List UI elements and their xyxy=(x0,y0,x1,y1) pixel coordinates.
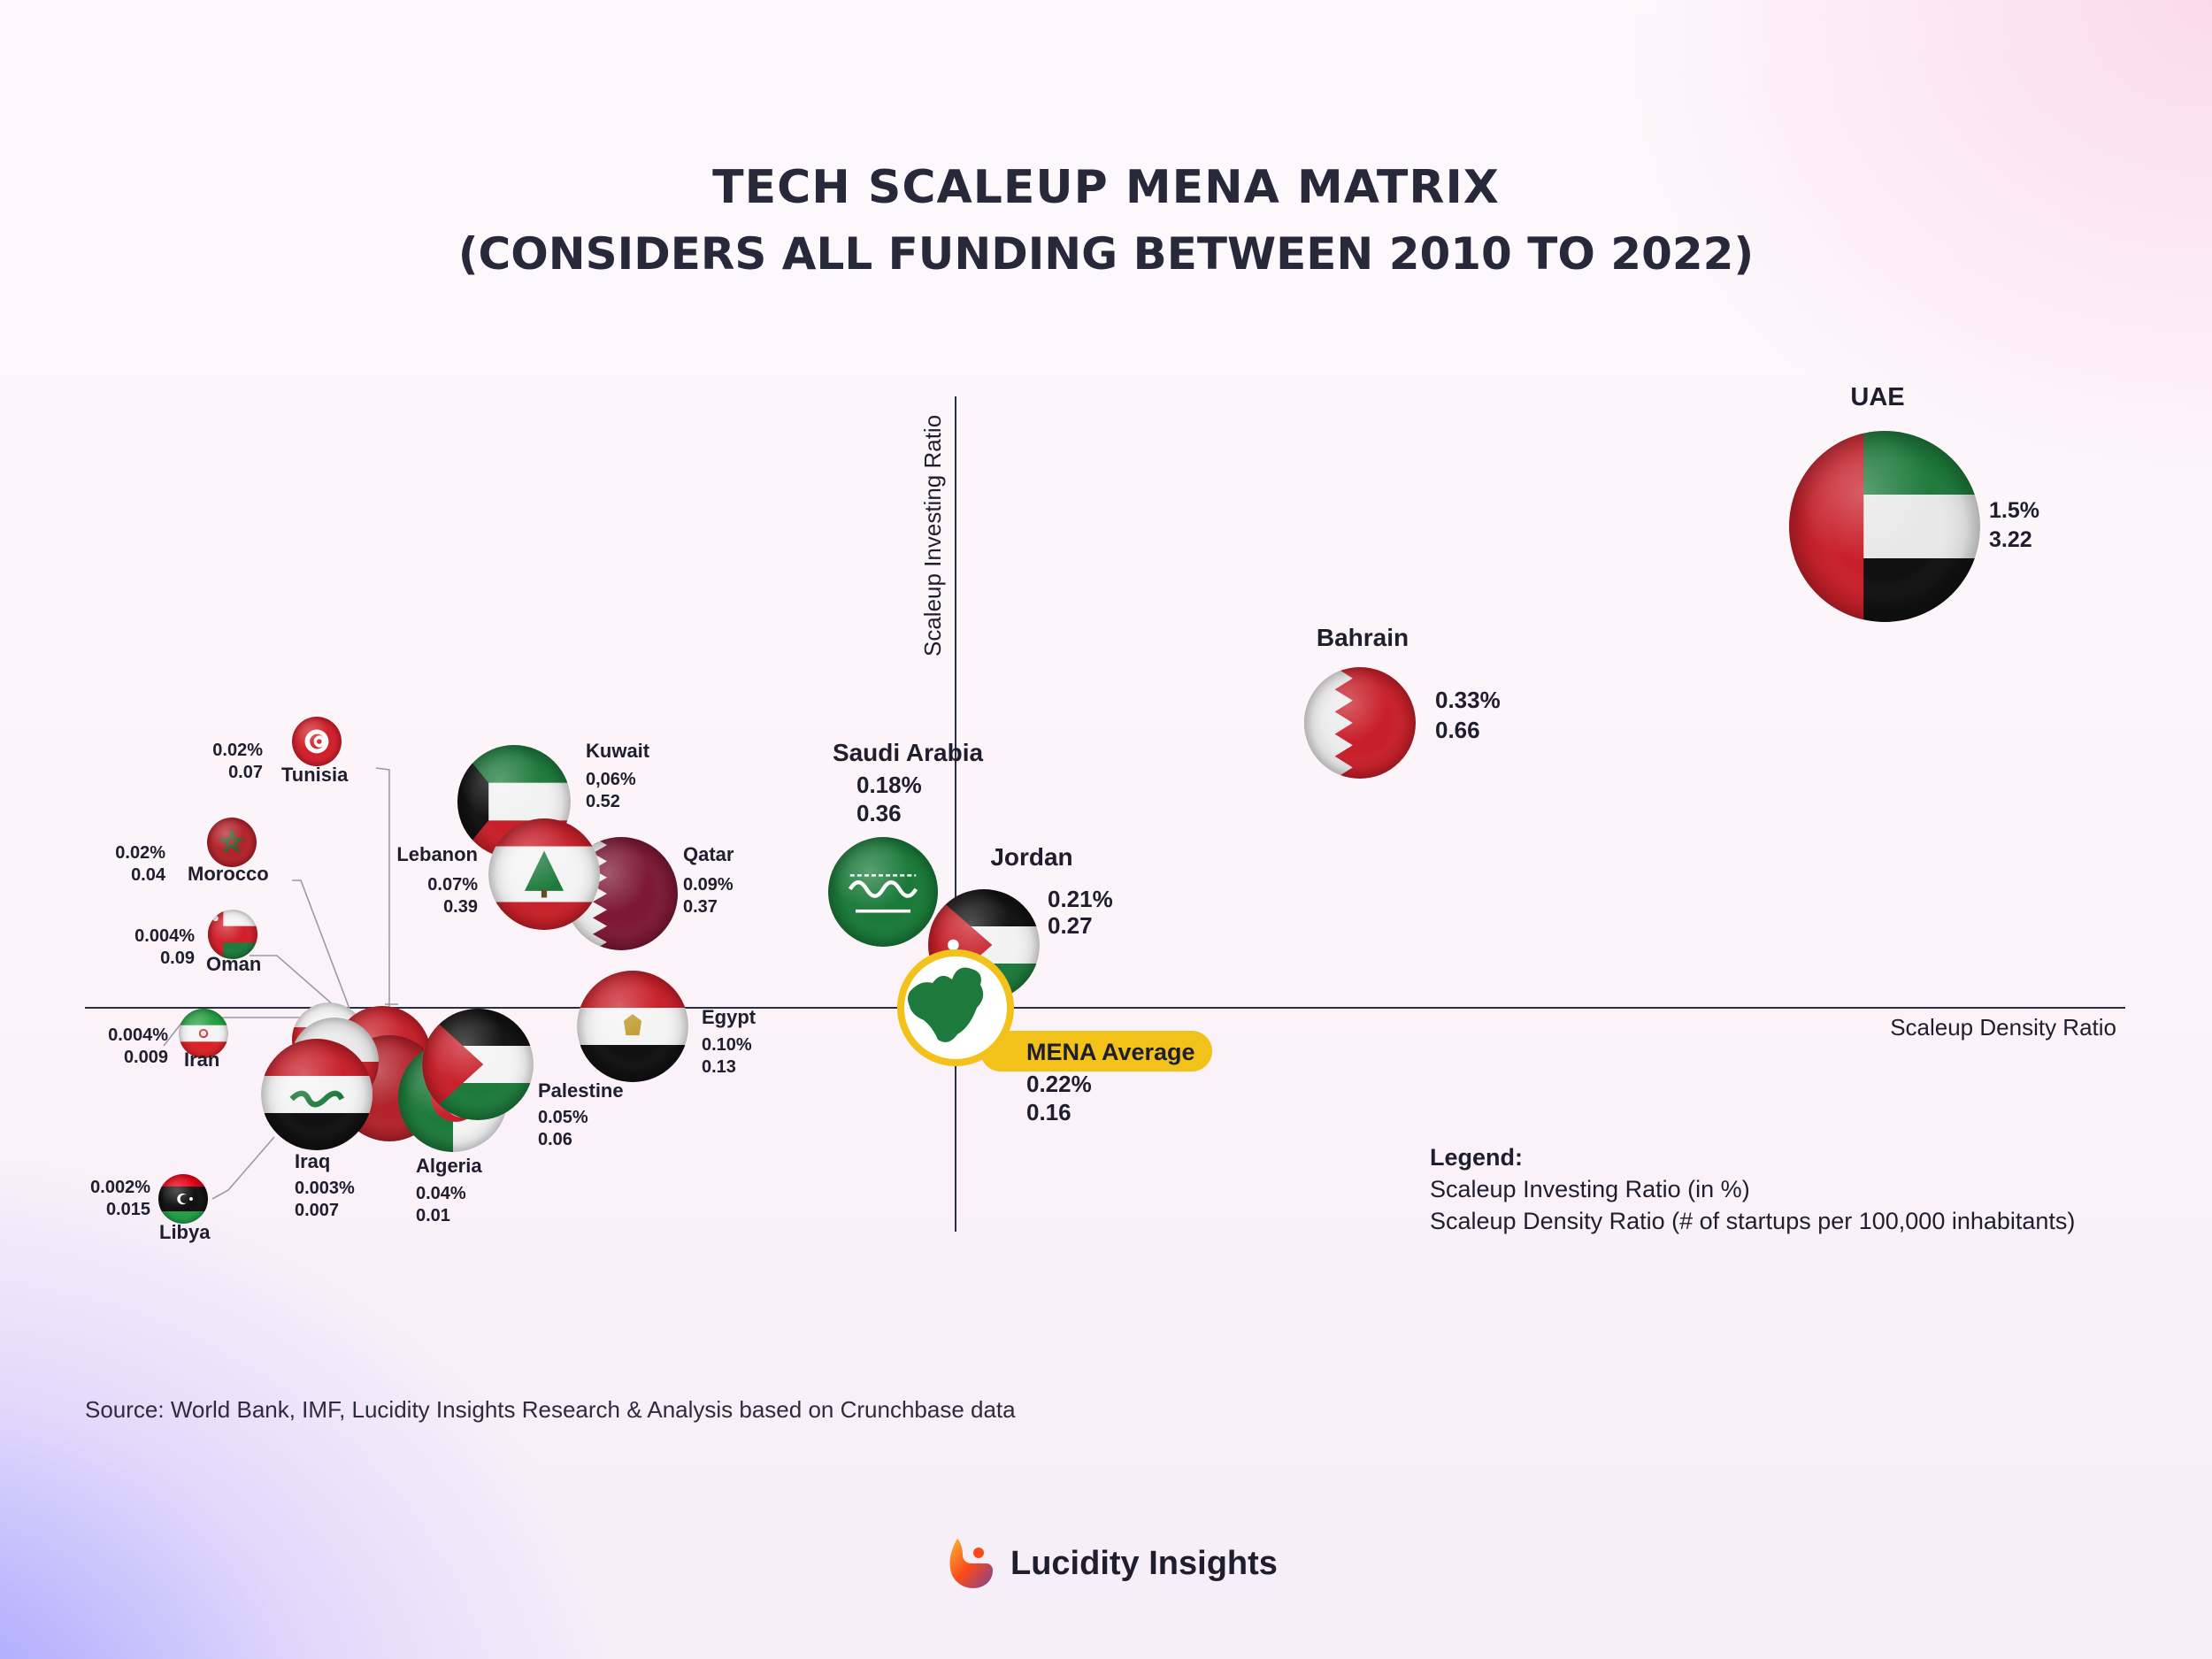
point-investing-libya: 0.002% xyxy=(90,1178,150,1197)
point-density-lebanon: 0.39 xyxy=(443,897,478,917)
point-label-bahrain: Bahrain xyxy=(1317,624,1409,651)
point-investing-palestine: 0.05% xyxy=(538,1108,588,1127)
legend-line-investing: Scaleup Investing Ratio (in %) xyxy=(1430,1176,1750,1202)
chart-subtitle: (CONSIDERS ALL FUNDING BETWEEN 2010 TO 2… xyxy=(457,228,1755,280)
leader-line xyxy=(211,1136,275,1200)
point-marker-iraq xyxy=(261,1039,373,1150)
y-axis-title: Scaleup Investing Ratio xyxy=(919,415,946,657)
point-density-qatar: 0.37 xyxy=(683,897,718,917)
point-density-egypt: 0.13 xyxy=(702,1057,736,1077)
point-investing-iran: 0.004% xyxy=(108,1025,168,1045)
point-marker-palestine xyxy=(422,1009,534,1120)
point-label-oman: Oman xyxy=(206,953,261,975)
point-density-mena-average: 0.16 xyxy=(1026,1099,1071,1125)
leader-line xyxy=(292,879,350,1010)
source-note: Source: World Bank, IMF, Lucidity Insigh… xyxy=(85,1396,1016,1423)
point-label-lebanon: Lebanon xyxy=(396,843,478,865)
point-density-libya: 0.015 xyxy=(106,1200,150,1219)
point-marker-saudi-arabia xyxy=(828,837,938,947)
mena-average-badge xyxy=(980,1031,1212,1071)
brand-name: Lucidity Insights xyxy=(1010,1544,1278,1582)
point-density-kuwait: 0.52 xyxy=(586,792,620,811)
x-axis-title: Scaleup Density Ratio xyxy=(1890,1014,2116,1041)
point-label-qatar: Qatar xyxy=(683,843,734,865)
point-investing-uae: 1.5% xyxy=(1989,498,2039,523)
point-investing-jordan: 0.21% xyxy=(1048,886,1113,912)
point-investing-morocco: 0.02% xyxy=(115,843,165,863)
point-density-jordan: 0.27 xyxy=(1048,912,1093,939)
point-investing-mena-average: 0.22% xyxy=(1026,1071,1092,1097)
point-density-iran: 0.009 xyxy=(124,1048,168,1067)
point-marker-lebanon xyxy=(488,818,600,930)
point-density-bahrain: 0.66 xyxy=(1435,717,1480,743)
point-investing-kuwait: 0,06% xyxy=(586,770,636,789)
legend-line-density: Scaleup Density Ratio (# of startups per… xyxy=(1430,1208,2076,1234)
point-marker-uae xyxy=(1789,431,1980,622)
point-label-libya: Libya xyxy=(159,1221,211,1243)
point-label-morocco: Morocco xyxy=(188,863,269,885)
point-marker-libya xyxy=(158,1174,208,1224)
point-density-tunisia: 0.07 xyxy=(228,763,263,782)
point-investing-algeria: 0.04% xyxy=(416,1184,466,1203)
point-label-jordan: Jordan xyxy=(990,843,1072,871)
point-marker-egypt xyxy=(577,971,688,1082)
point-label-iran: Iran xyxy=(184,1048,219,1071)
point-investing-qatar: 0.09% xyxy=(683,875,733,895)
legend: Legend: Scaleup Investing Ratio (in %) S… xyxy=(1430,1141,2075,1237)
leader-lines xyxy=(163,767,398,1200)
point-label-palestine: Palestine xyxy=(538,1079,624,1102)
point-density-morocco: 0.04 xyxy=(131,865,166,885)
legend-title: Legend: xyxy=(1430,1144,1523,1171)
point-investing-iraq: 0.003% xyxy=(295,1179,355,1198)
point-density-palestine: 0.06 xyxy=(538,1130,572,1149)
mena-map-icon xyxy=(908,967,984,1042)
point-marker-morocco xyxy=(207,818,257,867)
point-marker-bahrain xyxy=(1304,667,1416,779)
point-investing-lebanon: 0.07% xyxy=(427,875,478,895)
point-investing-bahrain: 0.33% xyxy=(1435,687,1501,713)
point-labels: UAE 1.5% 3.22 Bahrain 0.33% 0.66 Saudi Arabia 0… xyxy=(90,383,2039,1243)
point-investing-tunisia: 0.02% xyxy=(212,741,263,760)
point-marker-tunisia xyxy=(292,717,342,766)
flag-markers xyxy=(158,431,1980,1224)
point-label-mena-average: MENA Average xyxy=(1026,1039,1195,1065)
point-investing-egypt: 0.10% xyxy=(702,1035,752,1055)
point-density-saudi-arabia: 0.36 xyxy=(856,800,902,826)
point-marker-iran xyxy=(179,1009,228,1058)
point-label-algeria: Algeria xyxy=(416,1155,482,1177)
point-label-kuwait: Kuwait xyxy=(586,740,650,762)
point-investing-oman: 0.004% xyxy=(134,926,195,946)
point-label-iraq: Iraq xyxy=(295,1150,330,1172)
point-label-tunisia: Tunisia xyxy=(281,764,349,786)
point-density-iraq: 0.007 xyxy=(295,1201,339,1220)
point-label-uae: UAE xyxy=(1850,383,1904,411)
point-label-egypt: Egypt xyxy=(702,1006,757,1028)
chart-title: TECH SCALEUP MENA MATRIX xyxy=(712,161,1500,214)
leader-line xyxy=(375,767,390,1013)
point-density-uae: 3.22 xyxy=(1989,527,2032,552)
point-investing-saudi-arabia: 0.18% xyxy=(856,772,922,798)
lucidity-logo-icon xyxy=(949,1539,993,1588)
brand-logo: Lucidity Insights xyxy=(945,1532,1278,1594)
point-density-algeria: 0.01 xyxy=(416,1206,450,1225)
point-density-oman: 0.09 xyxy=(160,949,195,968)
point-label-saudi-arabia: Saudi Arabia xyxy=(833,739,984,766)
